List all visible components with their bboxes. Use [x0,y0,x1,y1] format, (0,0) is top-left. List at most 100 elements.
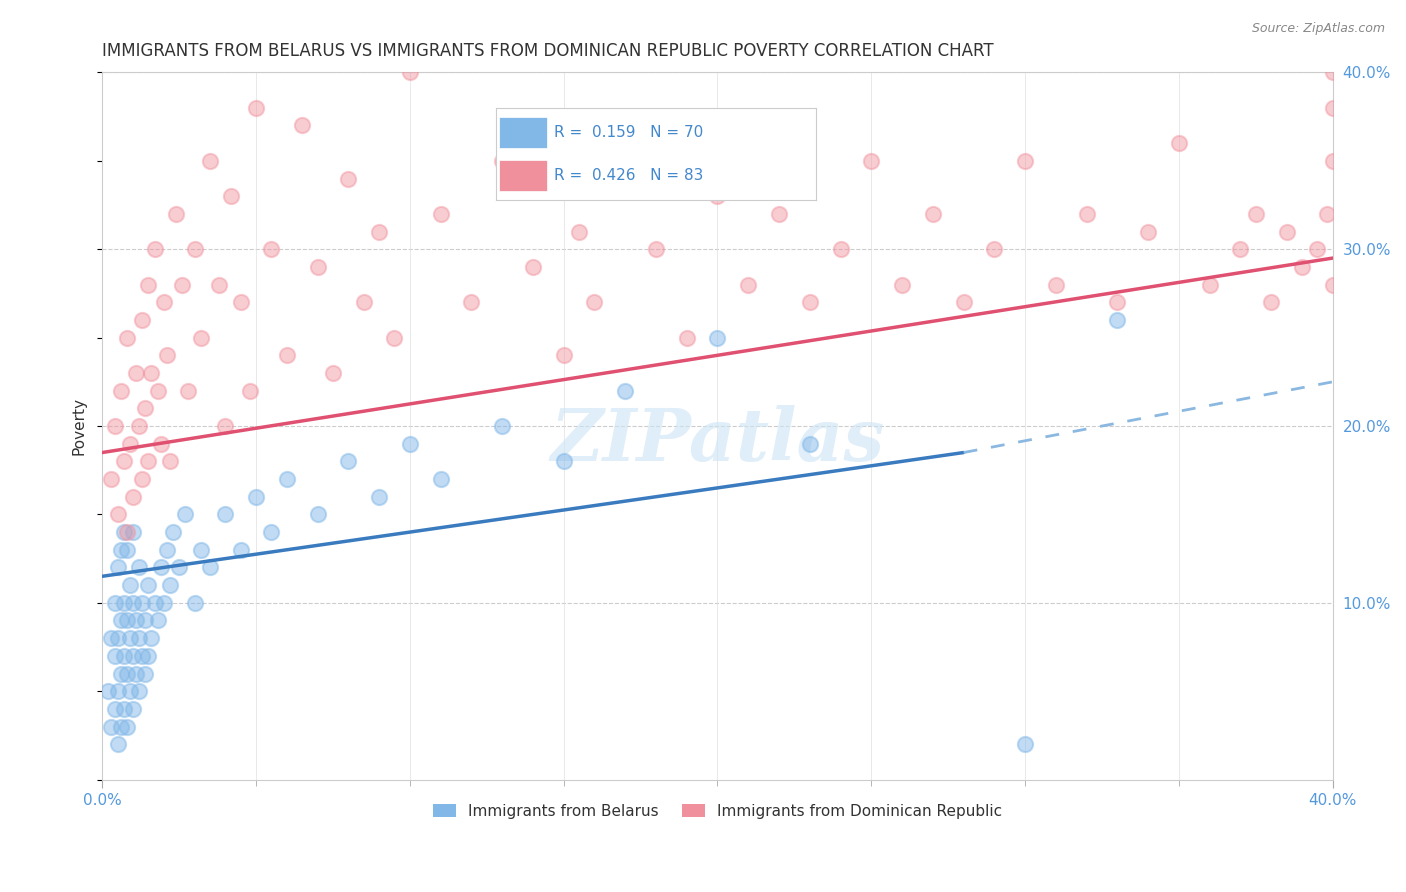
Point [138,648,160,663]
Point [159,578,181,592]
Point [614,136,637,150]
Point [122,648,145,663]
Point [276,472,298,486]
Point [112,648,135,663]
Point [167,560,190,574]
Point [122,525,145,540]
Point [125,366,148,380]
Point [1107,313,1129,327]
Point [165,207,187,221]
Point [174,508,197,522]
Point [322,366,344,380]
Point [553,454,575,468]
Point [229,295,252,310]
Point [115,525,138,540]
Point [214,419,236,434]
Point [110,614,132,628]
Point [149,560,172,574]
Point [115,666,138,681]
Point [429,207,451,221]
Point [183,242,205,256]
Point [131,472,153,486]
Point [583,295,606,310]
Point [149,436,172,450]
Point [198,560,221,574]
Point [134,666,156,681]
Point [107,737,129,751]
Point [152,596,174,610]
Point [131,313,153,327]
Point [112,596,135,610]
Point [307,260,329,274]
Point [107,684,129,698]
Point [177,384,200,398]
Point [103,648,125,663]
Point [260,242,283,256]
Point [291,119,314,133]
Legend: Immigrants from Belarus, Immigrants from Dominican Republic: Immigrants from Belarus, Immigrants from… [427,797,1008,825]
Y-axis label: Poverty: Poverty [72,397,86,455]
Point [156,542,179,557]
Point [1137,225,1160,239]
Point [706,330,728,344]
Point [131,648,153,663]
Point [1306,242,1329,256]
Point [260,525,283,540]
Point [645,242,668,256]
Point [1322,65,1344,79]
Point [860,153,883,168]
Point [1014,737,1036,751]
Point [128,419,150,434]
Point [460,295,482,310]
Point [1322,101,1344,115]
Point [125,666,148,681]
Point [1198,277,1220,292]
Point [162,525,184,540]
Point [221,189,243,203]
Point [138,454,160,468]
Point [768,207,790,221]
Point [110,384,132,398]
Point [118,436,141,450]
Point [125,614,148,628]
Point [141,366,163,380]
Text: ZIPatlas: ZIPatlas [550,405,884,475]
Point [138,277,160,292]
Point [1291,260,1313,274]
Point [115,720,138,734]
Point [190,542,212,557]
Point [214,508,236,522]
Point [675,330,697,344]
Point [159,454,181,468]
Point [100,472,122,486]
Point [799,436,821,450]
Point [131,596,153,610]
Point [110,666,132,681]
Point [1107,295,1129,310]
Point [110,542,132,557]
Point [1322,277,1344,292]
Point [118,684,141,698]
Point [983,242,1005,256]
Point [737,277,759,292]
Point [706,189,728,203]
Point [118,631,141,645]
Point [1260,295,1282,310]
Point [614,384,637,398]
Point [190,330,212,344]
Point [553,348,575,362]
Point [245,101,267,115]
Point [122,702,145,716]
Point [568,225,591,239]
Point [1316,207,1339,221]
Point [115,542,138,557]
Point [198,153,221,168]
Point [122,596,145,610]
Point [100,720,122,734]
Point [141,631,163,645]
Point [353,295,375,310]
Point [115,330,138,344]
Point [156,348,179,362]
Point [891,277,914,292]
Point [399,436,422,450]
